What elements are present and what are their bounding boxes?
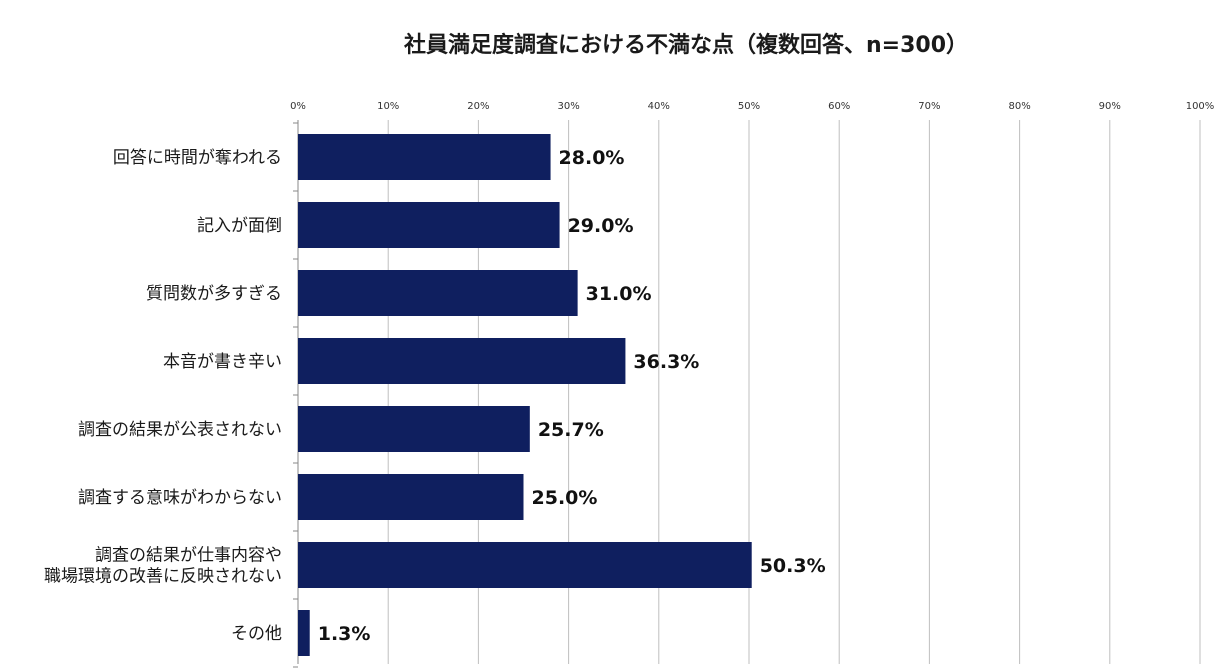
- bar: [298, 270, 578, 316]
- data-label: 25.0%: [532, 487, 598, 509]
- y-axis: [293, 120, 299, 668]
- category-label: 調査の結果が仕事内容や: [95, 546, 282, 566]
- category-label: 記入が面倒: [197, 216, 282, 236]
- category-label: 職場環境の改善に反映されない: [44, 567, 282, 587]
- bar: [298, 202, 560, 248]
- category-label: 調査の結果が公表されない: [78, 420, 282, 440]
- x-tick-label: 50%: [738, 101, 760, 112]
- x-tick-label: 30%: [557, 101, 579, 112]
- category-labels: 回答に時間が奪われる記入が面倒質問数が多すぎる本音が書き辛い調査の結果が公表され…: [44, 148, 282, 644]
- bars: [298, 134, 752, 656]
- bar: [298, 474, 524, 520]
- data-label: 31.0%: [586, 283, 652, 305]
- x-tick-label: 40%: [648, 101, 670, 112]
- bar: [298, 134, 551, 180]
- x-tick-label: 20%: [467, 101, 489, 112]
- data-labels: 28.0% 29.0% 31.0% 36.3% 25.7% 25.0% 50.3% 1.3%: [318, 147, 826, 645]
- x-tick-label: 80%: [1008, 101, 1030, 112]
- data-label: 29.0%: [568, 215, 634, 237]
- category-label: 質問数が多すぎる: [146, 284, 282, 304]
- bar: [298, 542, 752, 588]
- data-label: 28.0%: [559, 147, 625, 169]
- x-axis-ticks: 0% 10% 20% 30% 40% 50% 60% 70% 80% 90% 100%: [290, 101, 1214, 112]
- category-label: その他: [231, 624, 282, 644]
- x-tick-label: 10%: [377, 101, 399, 112]
- bar: [298, 338, 626, 384]
- x-tick-label: 0%: [290, 101, 306, 112]
- data-label: 25.7%: [538, 419, 604, 441]
- x-tick-label: 90%: [1099, 101, 1121, 112]
- bar: [298, 406, 530, 452]
- x-tick-label: 70%: [918, 101, 940, 112]
- chart-title: 社員満足度調査における不満な点（複数回答、n=300）: [404, 32, 968, 58]
- category-label: 調査する意味がわからない: [78, 488, 282, 508]
- data-label: 1.3%: [318, 623, 371, 645]
- x-tick-label: 100%: [1186, 101, 1215, 112]
- data-label: 50.3%: [760, 555, 826, 577]
- data-label: 36.3%: [633, 351, 699, 373]
- category-label: 本音が書き辛い: [163, 352, 282, 372]
- x-tick-label: 60%: [828, 101, 850, 112]
- bar: [298, 610, 310, 656]
- category-label: 回答に時間が奪われる: [113, 148, 282, 168]
